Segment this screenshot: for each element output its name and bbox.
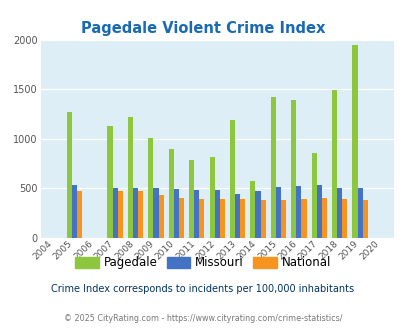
Bar <box>173 189 179 238</box>
Legend: Pagedale, Missouri, National: Pagedale, Missouri, National <box>70 252 335 274</box>
Bar <box>179 198 183 238</box>
Bar <box>66 112 72 238</box>
Bar <box>362 200 367 238</box>
Bar <box>219 199 224 238</box>
Bar <box>133 187 138 238</box>
Text: © 2025 CityRating.com - https://www.cityrating.com/crime-statistics/: © 2025 CityRating.com - https://www.city… <box>64 314 341 323</box>
Bar <box>214 190 219 238</box>
Bar <box>357 188 362 238</box>
Bar <box>189 160 194 238</box>
Bar <box>229 120 234 238</box>
Bar <box>128 117 133 238</box>
Bar <box>260 200 265 238</box>
Bar <box>352 45 357 238</box>
Bar <box>209 157 214 238</box>
Bar <box>336 187 341 238</box>
Bar <box>290 100 296 238</box>
Bar <box>194 190 199 238</box>
Bar <box>275 187 280 238</box>
Bar <box>117 190 122 238</box>
Bar <box>112 188 117 238</box>
Bar <box>148 138 153 238</box>
Bar <box>250 181 255 238</box>
Bar <box>158 195 163 238</box>
Bar <box>270 96 275 238</box>
Bar <box>255 190 260 238</box>
Bar <box>311 153 316 238</box>
Bar <box>321 199 326 238</box>
Bar <box>153 188 158 238</box>
Text: Pagedale Violent Crime Index: Pagedale Violent Crime Index <box>81 21 324 36</box>
Bar <box>280 200 286 238</box>
Bar <box>240 199 245 238</box>
Bar <box>234 194 240 238</box>
Bar <box>199 199 204 238</box>
Bar <box>72 185 77 238</box>
Bar <box>296 186 301 238</box>
Bar <box>138 191 143 238</box>
Bar <box>107 126 112 238</box>
Bar <box>168 149 173 238</box>
Bar <box>301 199 306 238</box>
Bar <box>341 199 347 238</box>
Bar <box>331 90 336 238</box>
Bar <box>77 190 82 238</box>
Bar <box>316 185 321 238</box>
Text: Crime Index corresponds to incidents per 100,000 inhabitants: Crime Index corresponds to incidents per… <box>51 284 354 294</box>
